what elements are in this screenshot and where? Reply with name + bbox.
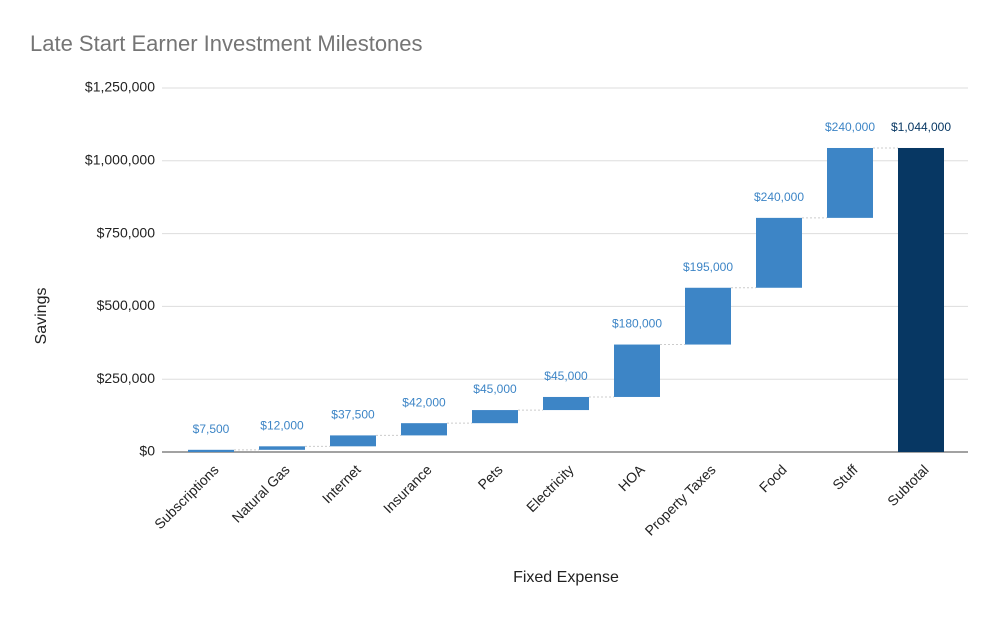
bar	[827, 147, 873, 218]
value-label: $240,000	[754, 190, 804, 204]
y-tick-label: $750,000	[97, 224, 156, 240]
y-tick-label: $500,000	[97, 297, 156, 313]
value-label: $7,500	[193, 422, 230, 436]
value-label: $45,000	[473, 382, 517, 396]
bar	[472, 410, 518, 424]
x-tick-label: Property Taxes	[642, 461, 719, 538]
x-tick-label: Food	[756, 461, 790, 495]
x-tick-label: Subtotal	[884, 461, 932, 509]
x-axis-label: Fixed Expense	[513, 569, 619, 586]
x-tick-label: Insurance	[380, 461, 435, 516]
x-tick-label: HOA	[615, 461, 648, 494]
bar	[259, 446, 305, 450]
value-label: $180,000	[612, 317, 662, 331]
value-label: $37,500	[331, 408, 375, 422]
x-tick-label: Natural Gas	[229, 461, 293, 525]
value-label: $1,044,000	[891, 120, 951, 134]
bar	[756, 217, 802, 288]
x-tick-label: Electricity	[523, 461, 577, 515]
x-tick-label: Stuff	[829, 461, 861, 493]
value-label: $42,000	[402, 395, 446, 409]
y-tick-label: $1,000,000	[85, 152, 155, 168]
bar	[614, 344, 660, 397]
value-label: $12,000	[260, 418, 304, 432]
bar	[543, 396, 589, 411]
x-tick-label: Internet	[319, 461, 364, 506]
x-tick-label: Pets	[475, 461, 506, 492]
y-tick-label: $1,250,000	[85, 79, 155, 95]
y-tick-label: $0	[139, 443, 155, 459]
bar	[685, 287, 731, 345]
y-tick-label: $250,000	[97, 370, 156, 386]
value-label: $45,000	[544, 369, 588, 383]
bar	[330, 435, 376, 447]
x-tick-label: Subscriptions	[151, 461, 222, 532]
chart-title: Late Start Earner Investment Milestones	[30, 31, 423, 56]
bar	[401, 423, 447, 436]
bar	[188, 449, 234, 452]
value-label: $240,000	[825, 120, 875, 134]
value-label: $195,000	[683, 260, 733, 274]
y-axis-label: Savings	[33, 288, 50, 345]
total-bar	[898, 147, 944, 453]
